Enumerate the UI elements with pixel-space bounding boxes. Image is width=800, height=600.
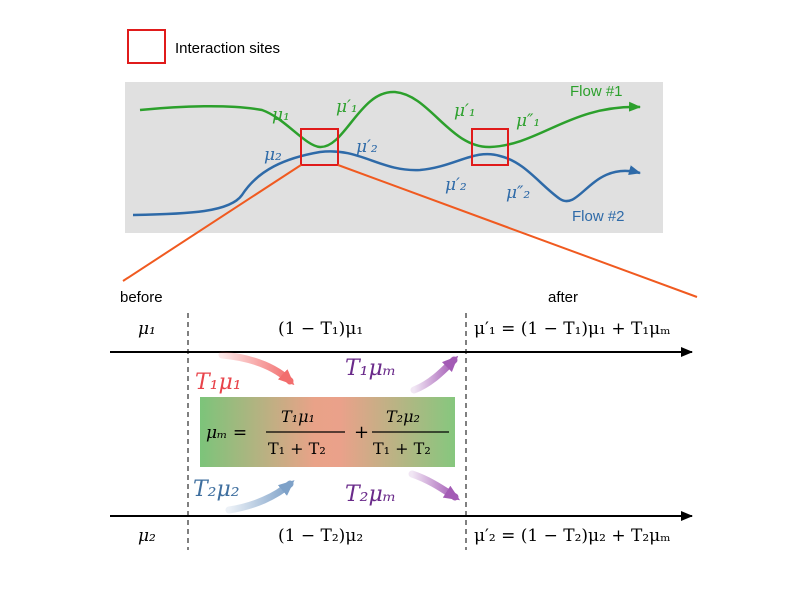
row1-left-label: μ₁ <box>138 319 156 339</box>
after-label: after <box>548 289 578 306</box>
t2mum-arrow <box>408 470 461 501</box>
mu1-double-prime-label: μ″₁ <box>516 111 540 131</box>
interaction-site-2 <box>471 128 509 166</box>
mu1-prime-label-b: μ′₁ <box>454 101 476 121</box>
t2mu2-label: T₂μ₂ <box>193 477 240 502</box>
row1-mid-label: (1 − T₁)μ₁ <box>278 319 363 339</box>
before-label: before <box>120 289 163 306</box>
row2-right-label: μ′₂ = (1 − T₂)μ₂ + T₂μₘ <box>474 526 671 546</box>
t2mu2-arrow <box>225 480 295 514</box>
mu1-prime-label-a: μ′₁ <box>336 97 358 117</box>
row2-mid-label: (1 − T₂)μ₂ <box>278 526 363 546</box>
t1mum-arrow <box>410 355 459 394</box>
frac1-denominator: T₁ + T₂ <box>268 439 326 458</box>
legend-swatch <box>127 29 166 64</box>
frac1-numerator: T₁μ₁ <box>281 407 315 426</box>
interaction-site-1 <box>300 128 339 166</box>
flow1-label: Flow #1 <box>570 83 623 100</box>
frac2-denominator: T₁ + T₂ <box>373 439 431 458</box>
mu2-prime-label-b: μ′₂ <box>445 175 467 195</box>
flow2-label: Flow #2 <box>572 208 625 225</box>
mu1-label: μ₁ <box>272 105 290 125</box>
flow1-line <box>139 90 641 149</box>
flow2-line <box>132 150 641 217</box>
mu2-prime-label-a: μ′₂ <box>356 137 378 157</box>
zoom-line-right <box>337 164 698 298</box>
legend-label: Interaction sites <box>175 40 280 57</box>
t1mum-label: T₁μₘ <box>345 356 396 381</box>
frac2-numerator: T₂μ₂ <box>386 407 420 426</box>
row2-left-label: μ₂ <box>138 526 156 546</box>
t1mu1-label: T₁μ₁ <box>195 370 242 395</box>
mum-lhs: μₘ = <box>206 423 247 443</box>
mu2-label: μ₂ <box>264 145 282 165</box>
plus-sign: + <box>354 422 369 443</box>
t1mu1-arrow <box>218 351 295 386</box>
row1-right-label: μ′₁ = (1 − T₁)μ₁ + T₁μₘ <box>474 319 671 339</box>
mu2-double-prime-label: μ″₂ <box>506 183 530 203</box>
t2mum-label: T₂μₘ <box>345 482 396 507</box>
zoom-line-left <box>122 164 302 282</box>
